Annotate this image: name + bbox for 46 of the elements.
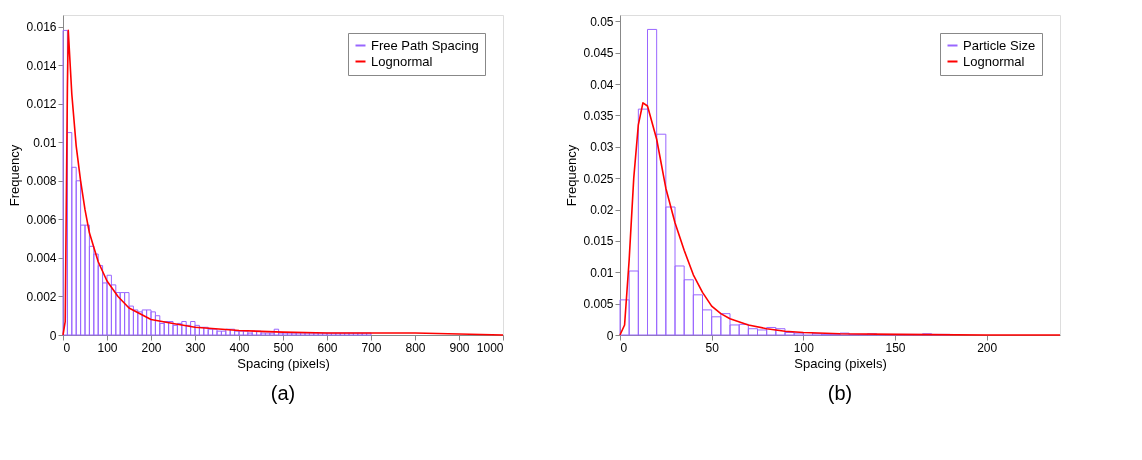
y-tick-label: 0	[606, 328, 614, 343]
y-tick-label: 0.01	[590, 265, 614, 280]
x-tick-label: 900	[449, 340, 470, 355]
text: (a)	[270, 382, 296, 404]
x-axis-title: Spacing (pixels)	[237, 355, 330, 371]
x-tick-label: 700	[361, 340, 382, 355]
legend-label: Lognormal	[963, 53, 1025, 69]
x-axis-title: Spacing (pixels)	[794, 355, 887, 371]
y-tick-label: 0.002	[26, 289, 57, 304]
legend-label: Particle Size	[963, 37, 1036, 53]
x-tick-label: 1000	[476, 340, 504, 355]
y-tick-label: 0.008	[26, 174, 57, 189]
y-tick-label: 0.035	[583, 108, 614, 123]
legend-label: Free Path Spacing	[371, 37, 479, 53]
x-tick-label: 400	[229, 340, 250, 355]
y-tick-label: 0.014	[26, 58, 57, 73]
y-tick-label: 0.04	[590, 77, 614, 92]
y-tick-label: 0.005	[583, 297, 614, 312]
y-tick-label: 0.004	[26, 251, 57, 266]
y-tick-label: 0.01	[33, 135, 57, 150]
y-tick-label: 0.02	[590, 203, 614, 218]
y-tick-label: 0.045	[583, 46, 614, 61]
y-axis-title: Frequency	[7, 144, 23, 207]
x-tick-label: 0	[620, 340, 628, 355]
x-tick-label: 800	[405, 340, 426, 355]
x-tick-label: 500	[273, 340, 294, 355]
y-tick-label: 0.025	[583, 171, 614, 186]
x-tick-label: 0	[63, 340, 71, 355]
x-tick-label: 200	[977, 340, 998, 355]
legend-label: Lognormal	[371, 53, 433, 69]
x-tick-label: 50	[705, 340, 720, 355]
y-tick-label: 0.05	[590, 14, 614, 29]
y-tick-label: 0.03	[590, 140, 614, 155]
y-tick-label: 0.015	[583, 234, 614, 249]
x-tick-label: 150	[885, 340, 906, 355]
x-tick-label: 200	[141, 340, 162, 355]
x-tick-label: 300	[185, 340, 206, 355]
x-tick-label: 100	[97, 340, 118, 355]
text: (b)	[827, 382, 853, 404]
y-axis-title: Frequency	[564, 144, 580, 207]
y-tick-label: 0	[49, 328, 57, 343]
x-tick-label: 600	[317, 340, 338, 355]
x-tick-label: 100	[793, 340, 815, 355]
y-tick-label: 0.006	[26, 212, 57, 227]
y-tick-label: 0.016	[26, 20, 57, 35]
y-tick-label: 0.012	[26, 97, 57, 112]
